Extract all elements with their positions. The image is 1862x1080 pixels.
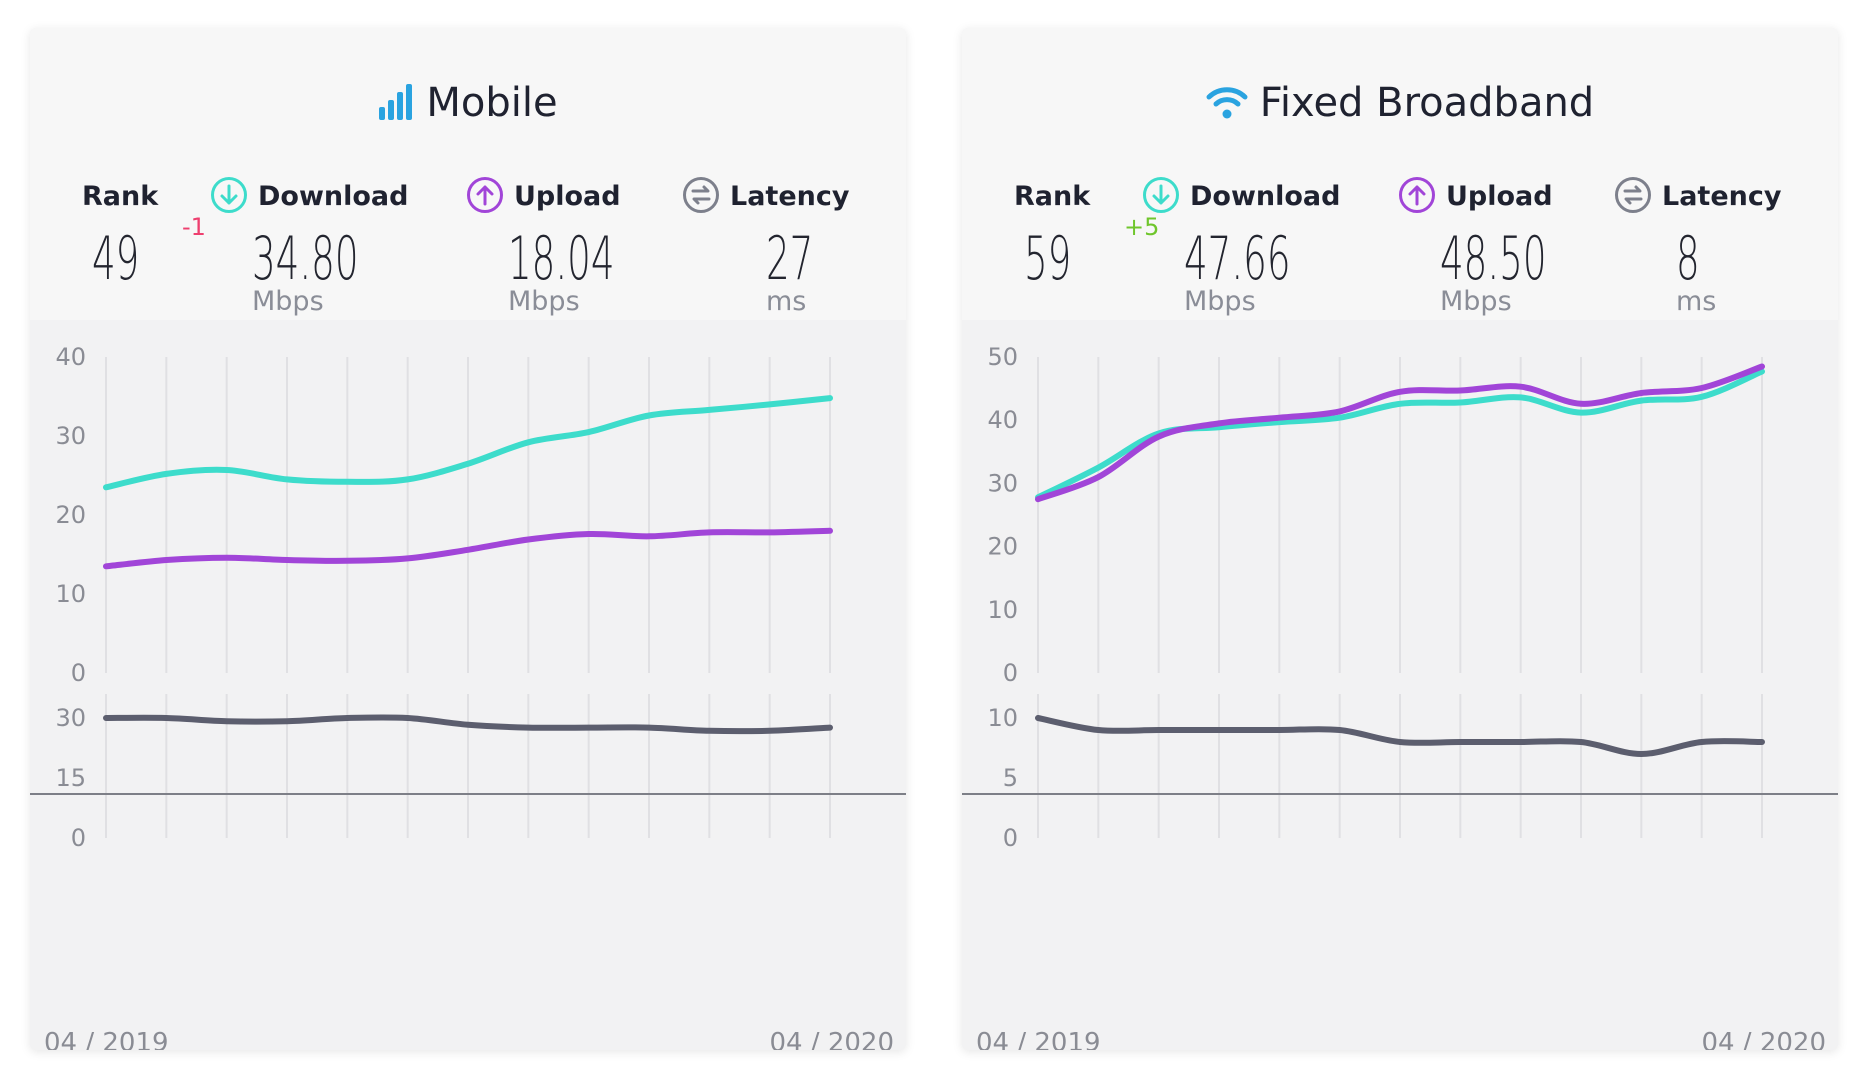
y-tick-label: 5 <box>1003 764 1018 792</box>
latency-label-text: Latency <box>730 181 850 212</box>
upload-unit: Mbps <box>1440 286 1512 317</box>
upload-label: Upload <box>1398 173 1612 221</box>
speed-chart: 40 30 20 10 0 <box>55 343 833 687</box>
fixed-download: Download 47.66 Mbps <box>1142 173 1356 315</box>
y-tick-label: 50 <box>987 343 1018 371</box>
mobile-rank: Rank 49 -1 <box>82 173 206 294</box>
rank-label: Rank <box>1014 181 1091 212</box>
upload-value: 48.50 <box>1440 224 1547 294</box>
y-tick-label: 10 <box>987 596 1018 624</box>
download-arrow-icon <box>210 176 248 214</box>
fixed-rank: Rank 59 +5 <box>1014 173 1159 294</box>
x-end-label: 04 / 2020 <box>1701 1028 1826 1050</box>
latency-unit: ms <box>1676 286 1717 317</box>
y-tick-label: 30 <box>55 704 86 732</box>
chart-divider <box>30 793 906 795</box>
y-tick-label: 30 <box>55 422 86 450</box>
rank-label: Rank <box>82 181 159 212</box>
mobile-title: Mobile <box>30 78 906 128</box>
y-tick-label: 0 <box>71 824 86 852</box>
download-arrow-icon <box>1142 176 1180 214</box>
wifi-icon <box>1206 85 1248 121</box>
download-label: Download <box>210 173 424 221</box>
upload-line <box>103 527 833 570</box>
x-start-label: 04 / 2019 <box>44 1028 169 1050</box>
upload-arrow-icon <box>466 176 504 214</box>
mobile-latency: Latency 27 ms <box>682 173 849 315</box>
upload-arrow-icon <box>1398 176 1436 214</box>
y-tick-label: 0 <box>1003 659 1018 687</box>
download-label-text: Download <box>258 181 409 212</box>
rank-change: -1 <box>182 213 206 241</box>
rank-value: 49 <box>92 224 140 294</box>
latency-icon <box>682 176 720 214</box>
download-line <box>103 395 833 491</box>
mobile-download: Download 34.80 Mbps <box>210 173 424 315</box>
y-tick-label: 10 <box>987 704 1018 732</box>
y-tick-label: 20 <box>55 501 86 529</box>
fixed-broadband-card: Fixed Broadband Rank 59 +5 Download 47.6… <box>962 28 1838 1050</box>
upload-line <box>1035 363 1765 503</box>
latency-icon <box>1614 176 1652 214</box>
download-label-text: Download <box>1190 181 1341 212</box>
latency-label: Latency <box>682 173 849 221</box>
download-value: 34.80 <box>252 224 359 294</box>
upload-value: 18.04 <box>508 224 615 294</box>
latency-value: 8 <box>1676 224 1700 294</box>
latency-label: Latency <box>1614 173 1781 221</box>
fixed-title-text: Fixed Broadband <box>1259 80 1595 126</box>
y-tick-label: 20 <box>987 533 1018 561</box>
download-label: Download <box>1142 173 1356 221</box>
upload-label-text: Upload <box>1446 181 1553 212</box>
y-tick-label: 0 <box>1003 824 1018 852</box>
download-unit: Mbps <box>252 286 324 317</box>
y-tick-label: 10 <box>55 580 86 608</box>
mobile-header: Mobile Rank 49 -1 Download 34.80 Mbps Up… <box>30 28 906 320</box>
latency-unit: ms <box>766 286 807 317</box>
x-start-label: 04 / 2019 <box>976 1028 1101 1050</box>
download-unit: Mbps <box>1184 286 1256 317</box>
y-tick-label: 40 <box>987 406 1018 434</box>
latency-value: 27 <box>766 224 814 294</box>
speed-chart: 50 40 30 20 10 0 <box>987 343 1765 687</box>
upload-unit: Mbps <box>508 286 580 317</box>
latency-chart: 10 5 0 <box>987 694 1765 852</box>
y-tick-label: 40 <box>55 343 86 371</box>
rank-value: 59 <box>1024 224 1072 294</box>
fixed-latency: Latency 8 ms <box>1614 173 1781 315</box>
latency-label-text: Latency <box>1662 181 1782 212</box>
mobile-charts: 40 30 20 10 0 30 15 0 <box>55 343 833 852</box>
rank-change: +5 <box>1124 213 1160 241</box>
mobile-upload: Upload 18.04 Mbps <box>466 173 680 315</box>
y-tick-label: 30 <box>987 469 1018 497</box>
fixed-header: Fixed Broadband Rank 59 +5 Download 47.6… <box>962 28 1838 320</box>
mobile-title-text: Mobile <box>426 80 558 126</box>
upload-label: Upload <box>466 173 680 221</box>
y-tick-label: 0 <box>71 659 86 687</box>
upload-label-text: Upload <box>514 181 621 212</box>
mobile-card: Mobile Rank 49 -1 Download 34.80 Mbps Up… <box>30 28 906 1050</box>
latency-chart: 30 15 0 <box>55 694 833 852</box>
download-value: 47.66 <box>1184 224 1291 294</box>
fixed-title: Fixed Broadband <box>962 78 1838 128</box>
y-tick-label: 15 <box>55 764 86 792</box>
x-end-label: 04 / 2020 <box>769 1028 894 1050</box>
signal-bars-icon <box>378 83 414 121</box>
chart-divider <box>962 793 1838 795</box>
fixed-upload: Upload 48.50 Mbps <box>1398 173 1612 315</box>
